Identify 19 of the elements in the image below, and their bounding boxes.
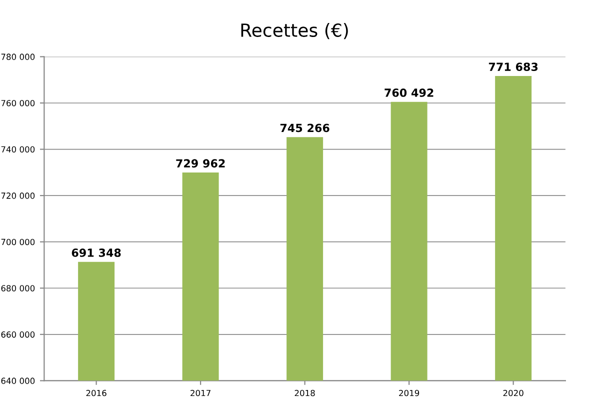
data-label: 729 962 bbox=[176, 159, 225, 168]
y-tick-label: 640 000 bbox=[1, 378, 35, 384]
x-tick-label: 2018 bbox=[294, 390, 315, 396]
x-tick-label: 2017 bbox=[190, 390, 210, 396]
data-label: 760 492 bbox=[384, 88, 434, 97]
x-tick-label: 2020 bbox=[503, 390, 524, 396]
data-label: 691 348 bbox=[72, 248, 121, 257]
y-tick-label: 740 000 bbox=[1, 146, 35, 153]
y-tick-label: 700 000 bbox=[1, 238, 35, 246]
y-tick-label: 680 000 bbox=[1, 285, 35, 292]
y-tick-label: 760 000 bbox=[1, 100, 35, 106]
data-label: 771 683 bbox=[488, 62, 538, 72]
y-tick-label: 720 000 bbox=[1, 192, 35, 199]
y-tick-label: 780 000 bbox=[1, 54, 35, 60]
chart-title: Recettes (€) bbox=[241, 23, 348, 40]
x-tick-label: 2016 bbox=[86, 390, 106, 396]
x-tick-label: 2019 bbox=[399, 390, 420, 396]
y-tick-label: 660 000 bbox=[1, 331, 35, 338]
data-label: 745 266 bbox=[280, 124, 330, 132]
